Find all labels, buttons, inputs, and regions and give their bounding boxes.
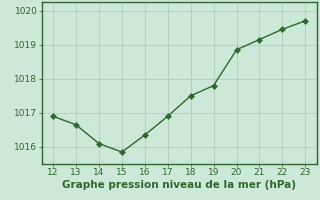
- X-axis label: Graphe pression niveau de la mer (hPa): Graphe pression niveau de la mer (hPa): [62, 180, 296, 190]
